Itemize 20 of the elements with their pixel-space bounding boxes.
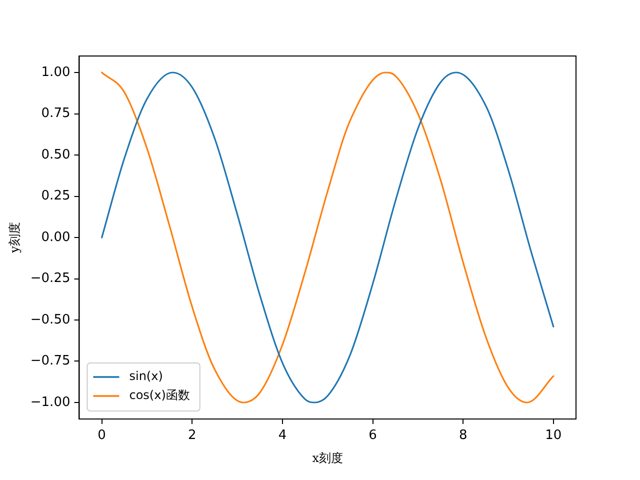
- x-tick-label: 0: [98, 428, 106, 444]
- y-axis-title: y刻度: [7, 222, 22, 254]
- y-tick-label: 0.00: [41, 230, 70, 245]
- y-tick-label: 0.25: [41, 188, 70, 204]
- x-tick-label: 2: [188, 428, 196, 444]
- x-axis-title: x刻度: [312, 450, 344, 465]
- y-tick-label: −0.75: [30, 354, 70, 369]
- x-tick-label: 4: [278, 428, 287, 444]
- x-tick-label: 8: [458, 428, 468, 444]
- line-series: [101, 72, 554, 404]
- y-tick-label: 1.00: [41, 64, 70, 80]
- x-tick-label: 10: [545, 428, 562, 444]
- y-tick-label: −0.25: [30, 271, 70, 286]
- legend-label: sin(x): [129, 369, 163, 384]
- y-tick-label: 0.75: [41, 106, 70, 122]
- legend-label: cos(x)函数: [129, 388, 190, 402]
- y-tick-label: −1.00: [30, 394, 70, 410]
- y-tick-label: 0.50: [41, 147, 70, 162]
- y-tick-label: −0.50: [30, 312, 70, 328]
- x-tick-label: 6: [368, 428, 377, 444]
